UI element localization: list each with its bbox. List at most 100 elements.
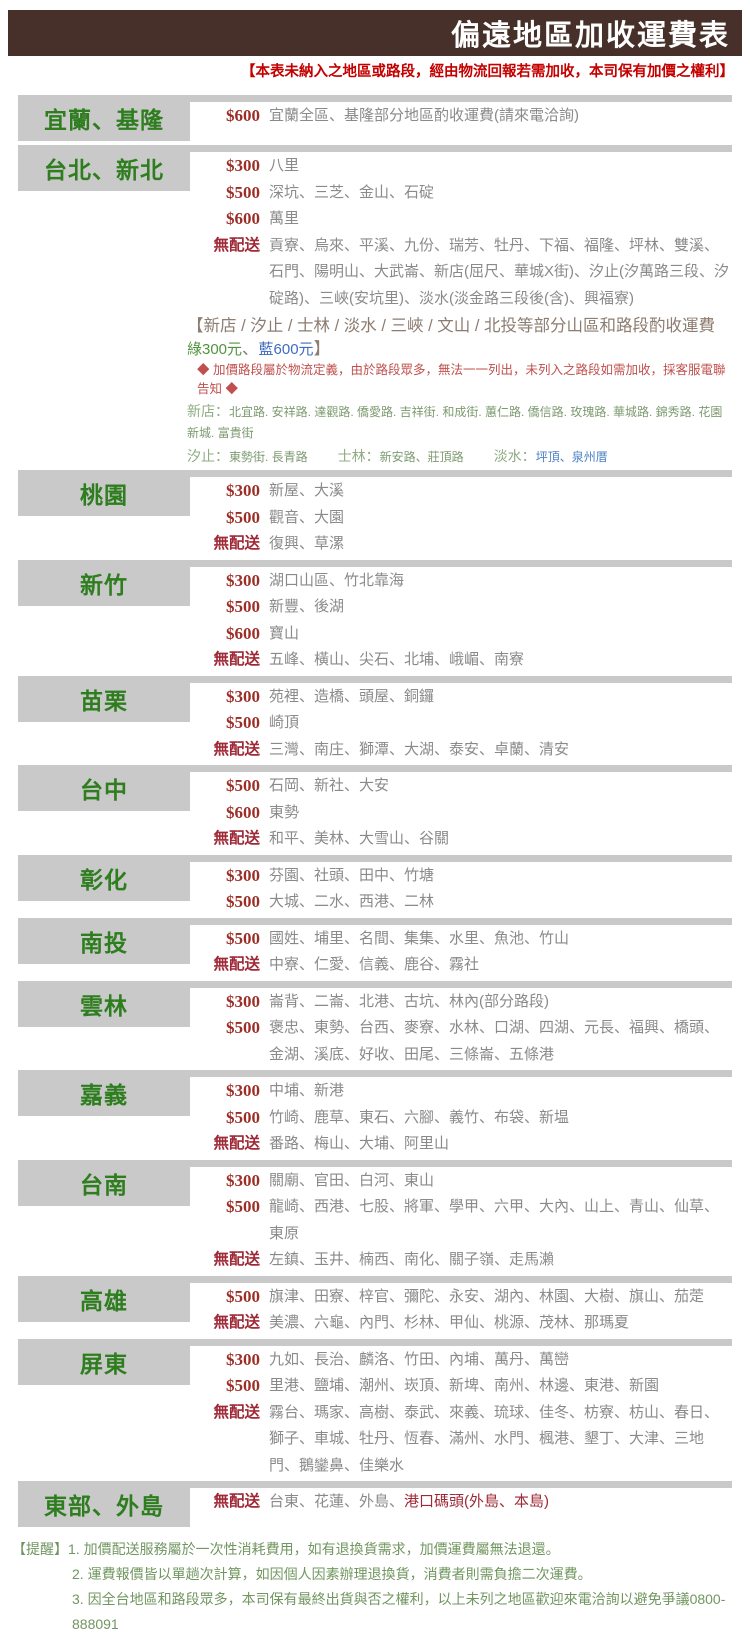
region-label-box: 台北、新北 [18, 145, 190, 191]
price-tag: $500 [226, 1107, 260, 1127]
fee-row: 無配送 中寮、仁愛、信義、鹿谷、霧社 [202, 952, 732, 979]
surcharge-street-line: 新店：北宜路. 安祥路. 達觀路. 僑愛路. 吉祥街. 和成街. 蕙仁路. 僑信… [187, 401, 732, 444]
street-group: 新店：北宜路. 安祥路. 達觀路. 僑愛路. 吉祥街. 和成街. 蕙仁路. 僑信… [187, 403, 722, 440]
surcharge-street-line: 汐止：東勢街. 長青路 士林：新安路、莊頂路 淡水：坪頂、泉州厝 [187, 446, 732, 468]
region-section: 東部、外島 無配送 台東、花蓮、外島、港口碼頭(外島、本島) [18, 1481, 732, 1529]
area-list: 新豐、後湖 [269, 598, 345, 615]
area-list: 八里 [269, 157, 300, 174]
section-top-strip [18, 980, 732, 988]
region-section: 台北、新北 $300 八里 $500 深坑、三芝、金山、石碇 $600 萬里 無配送 貢寮、烏來… [18, 145, 732, 468]
region-section: 桃園 $300 新屋、大溪 $500 觀音、大園 無配送 復興、草漯 [18, 470, 732, 558]
price-tag: $300 [226, 686, 260, 706]
surcharge-headline-part: 藍600元 [258, 341, 314, 358]
section-content: $500 旗津、田寮、梓官、彌陀、永安、湖內、林園、大樹、旗山、茄萣 無配送 美濃、六… [202, 1276, 732, 1337]
surcharge-headline: 【新店 / 汐止 / 士林 / 淡水 / 三峽 / 文山 / 北投等部分山區和路… [187, 315, 732, 361]
header-disclaimer: 【本表未納入之地區或路段，經由物流回報若需加收，本司保有加價之權利】 [241, 64, 734, 80]
area-list: 宜蘭全區、基隆部分地區酌收運費(請來電洽詢) [269, 107, 579, 124]
street-group-items: 新安路、莊頂路 [379, 450, 464, 464]
fee-row: 無配送 美濃、六龜、內門、杉林、甲仙、桃源、茂林、那瑪夏 [202, 1310, 732, 1337]
region-label-box: 台中 [18, 765, 190, 811]
area-list: 萬里 [269, 210, 300, 227]
area-list: 深坑、三芝、金山、石碇 [269, 183, 435, 201]
street-group: 淡水：坪頂、泉州厝 [494, 448, 608, 464]
fee-row: 無配送 復興、草漯 [202, 531, 732, 558]
street-group-label: 汐止： [187, 448, 229, 464]
fee-row: 無配送 霧台、瑪家、高樹、泰武、來義、琉球、佳冬、枋寮、枋山、春日、獅子、車城、牡… [202, 1400, 732, 1480]
price-tag: $300 [226, 1349, 260, 1369]
no-delivery-tag: 無配送 [213, 1493, 260, 1510]
section-top-strip [18, 1070, 732, 1077]
fee-row: 無配送 貢寮、烏來、平溪、九份、瑞芳、牡丹、下福、福隆、坪林、雙溪、石門、陽明山、… [202, 233, 732, 313]
fee-row: $300 關廟、官田、白河、東山 [202, 1168, 732, 1195]
area-list: 關廟、官田、白河、東山 [269, 1171, 435, 1189]
region-name: 苗栗 [80, 687, 128, 714]
region-name: 台北、新北 [44, 157, 164, 183]
fee-row: 無配送 台東、花蓮、外島、港口碼頭(外島、本島) [202, 1489, 732, 1516]
section-content: $300 關廟、官田、白河、東山 $500 龍崎、西港、七股、將軍、學甲、六甲、大內、… [202, 1160, 732, 1274]
page-header: 偏遠地區加收運費表 [8, 10, 742, 56]
region-label-box: 屏東 [18, 1338, 190, 1385]
fee-row: $300 八里 [202, 153, 732, 180]
area-list: 霧台、瑪家、高樹、泰武、來義、琉球、佳冬、枋寮、枋山、春日、獅子、車城、牡丹、恆… [269, 1403, 720, 1474]
section-top-strip [18, 145, 732, 152]
fee-row: $500 新豐、後湖 [202, 594, 732, 621]
fee-row: $300 中埔、新港 [202, 1078, 732, 1105]
no-delivery-tag: 無配送 [213, 1251, 260, 1268]
region-section: 彰化 $300 芬園、社頭、田中、竹塘 $500 大城、二水、西港、二林 [18, 854, 732, 916]
no-delivery-tag: 無配送 [213, 740, 260, 758]
region-label-box: 彰化 [18, 854, 190, 901]
price-tag: $600 [226, 623, 260, 643]
area-list: 崎頂 [269, 714, 300, 731]
area-list: 苑裡、造橋、頭屋、銅鑼 [269, 687, 435, 705]
no-delivery-tag: 無配送 [213, 535, 260, 552]
area-list: 中埔、新港 [269, 1082, 345, 1099]
section-top-strip [18, 1159, 732, 1167]
section-content: $500 石岡、新社、大安 $600 東勢 無配送 和平、美林、大雪山、谷關 [202, 765, 732, 853]
reminder-text: 1. 加價配送服務屬於一次性消耗費用，如有退換貨需求，加價運費屬無法退還。 [68, 1541, 560, 1557]
no-delivery-tag: 無配送 [213, 830, 260, 847]
region-label-box: 東部、外島 [18, 1481, 190, 1527]
region-name: 彰化 [80, 866, 128, 893]
section-content: $300 九如、長治、麟洛、竹田、內埔、萬丹、萬巒 $500 里港、鹽埔、潮州、崁頂、… [202, 1339, 732, 1480]
region-name: 高雄 [80, 1287, 128, 1314]
area-list: 里港、鹽埔、潮州、崁頂、新埤、南州、林邊、東港、新園 [269, 1377, 660, 1394]
area-list: 湖口山區、竹北靠海 [269, 571, 405, 589]
region-section: 台南 $300 關廟、官田、白河、東山 $500 龍崎、西港、七股、將軍、學甲、六甲、大… [18, 1159, 732, 1274]
section-content: $500 國姓、埔里、名間、集集、水里、魚池、竹山 無配送 中寮、仁愛、信義、鹿谷、霧… [202, 918, 732, 979]
area-list: 東勢 [269, 803, 300, 821]
region-label-box: 南投 [18, 917, 190, 964]
street-group-label: 士林： [337, 448, 380, 464]
section-top-strip [18, 917, 732, 925]
fee-row: 無配送 番路、梅山、大埔、阿里山 [202, 1131, 732, 1158]
area-list: 寶山 [269, 624, 300, 642]
surcharge-headline-part: 綠300元 [187, 341, 243, 358]
logistics-definition-note: ◆ 加價路段屬於物流定義，由於路段眾多，無法一一列出，未列入之路段如需加收，採客… [197, 363, 726, 396]
price-tag: $300 [226, 570, 260, 590]
section-top-strip [18, 675, 732, 683]
reminder-text: 3. 因全台地區和路段眾多，本司保有最終出貨與否之權利，以上未列之地區歡迎來電洽… [72, 1591, 726, 1632]
region-label-box: 台南 [18, 1159, 190, 1206]
price-tag: $500 [226, 713, 260, 732]
area-list: 竹崎、鹿草、東石、六腳、義竹、布袋、新塭 [269, 1108, 570, 1126]
reminder-line: 【提醒】1. 加價配送服務屬於一次性消耗費用，如有退換貨需求，加價運費屬無法退還… [12, 1537, 740, 1562]
region-section: 屏東 $300 九如、長治、麟洛、竹田、內埔、萬丹、萬巒 $500 里港、鹽埔、潮州、崁… [18, 1338, 732, 1480]
price-tag: $600 [226, 209, 260, 228]
area-list: 九如、長治、麟洛、竹田、內埔、萬丹、萬巒 [269, 1350, 570, 1368]
no-delivery-tag: 無配送 [213, 236, 260, 254]
area-list: 芬園、社頭、田中、竹塘 [269, 866, 435, 884]
area-list: 大城、二水、西港、二林 [269, 893, 435, 910]
fee-row: 無配送 左鎮、玉井、楠西、南化、關子嶺、走馬瀨 [202, 1247, 732, 1274]
region-section: 台中 $500 石岡、新社、大安 $600 東勢 無配送 和平、美林、大雪山、谷關 [18, 765, 732, 853]
region-section: 雲林 $300 崙背、二崙、北港、古坑、林內(部分路段) $500 褒忠、東勢、台西、麥… [18, 980, 732, 1069]
area-list: 番路、梅山、大埔、阿里山 [269, 1135, 450, 1152]
area-list: 五峰、橫山、尖石、北埔、峨嵋、南寮 [269, 651, 525, 668]
region-section: 高雄 $500 旗津、田寮、梓官、彌陀、永安、湖內、林園、大樹、旗山、茄萣 無配送 美濃… [18, 1275, 732, 1337]
area-list: 石岡、新社、大安 [269, 777, 390, 794]
reminder-line: 2. 運費報價皆以單趟次計算，如因個人因素辦理退換貨，消費者則需負擔二次運費。 [12, 1562, 740, 1587]
fee-row: $600 東勢 [202, 800, 732, 827]
area-list: 和平、美林、大雪山、谷關 [269, 830, 450, 847]
reminder-label: 【提醒】 [12, 1541, 68, 1557]
mountain-road-surcharge-note: 【新店 / 汐止 / 士林 / 淡水 / 三峽 / 文山 / 北投等部分山區和路… [187, 315, 732, 468]
section-top-strip [18, 95, 732, 102]
area-list: 崙背、二崙、北港、古坑、林內(部分路段) [269, 992, 549, 1010]
